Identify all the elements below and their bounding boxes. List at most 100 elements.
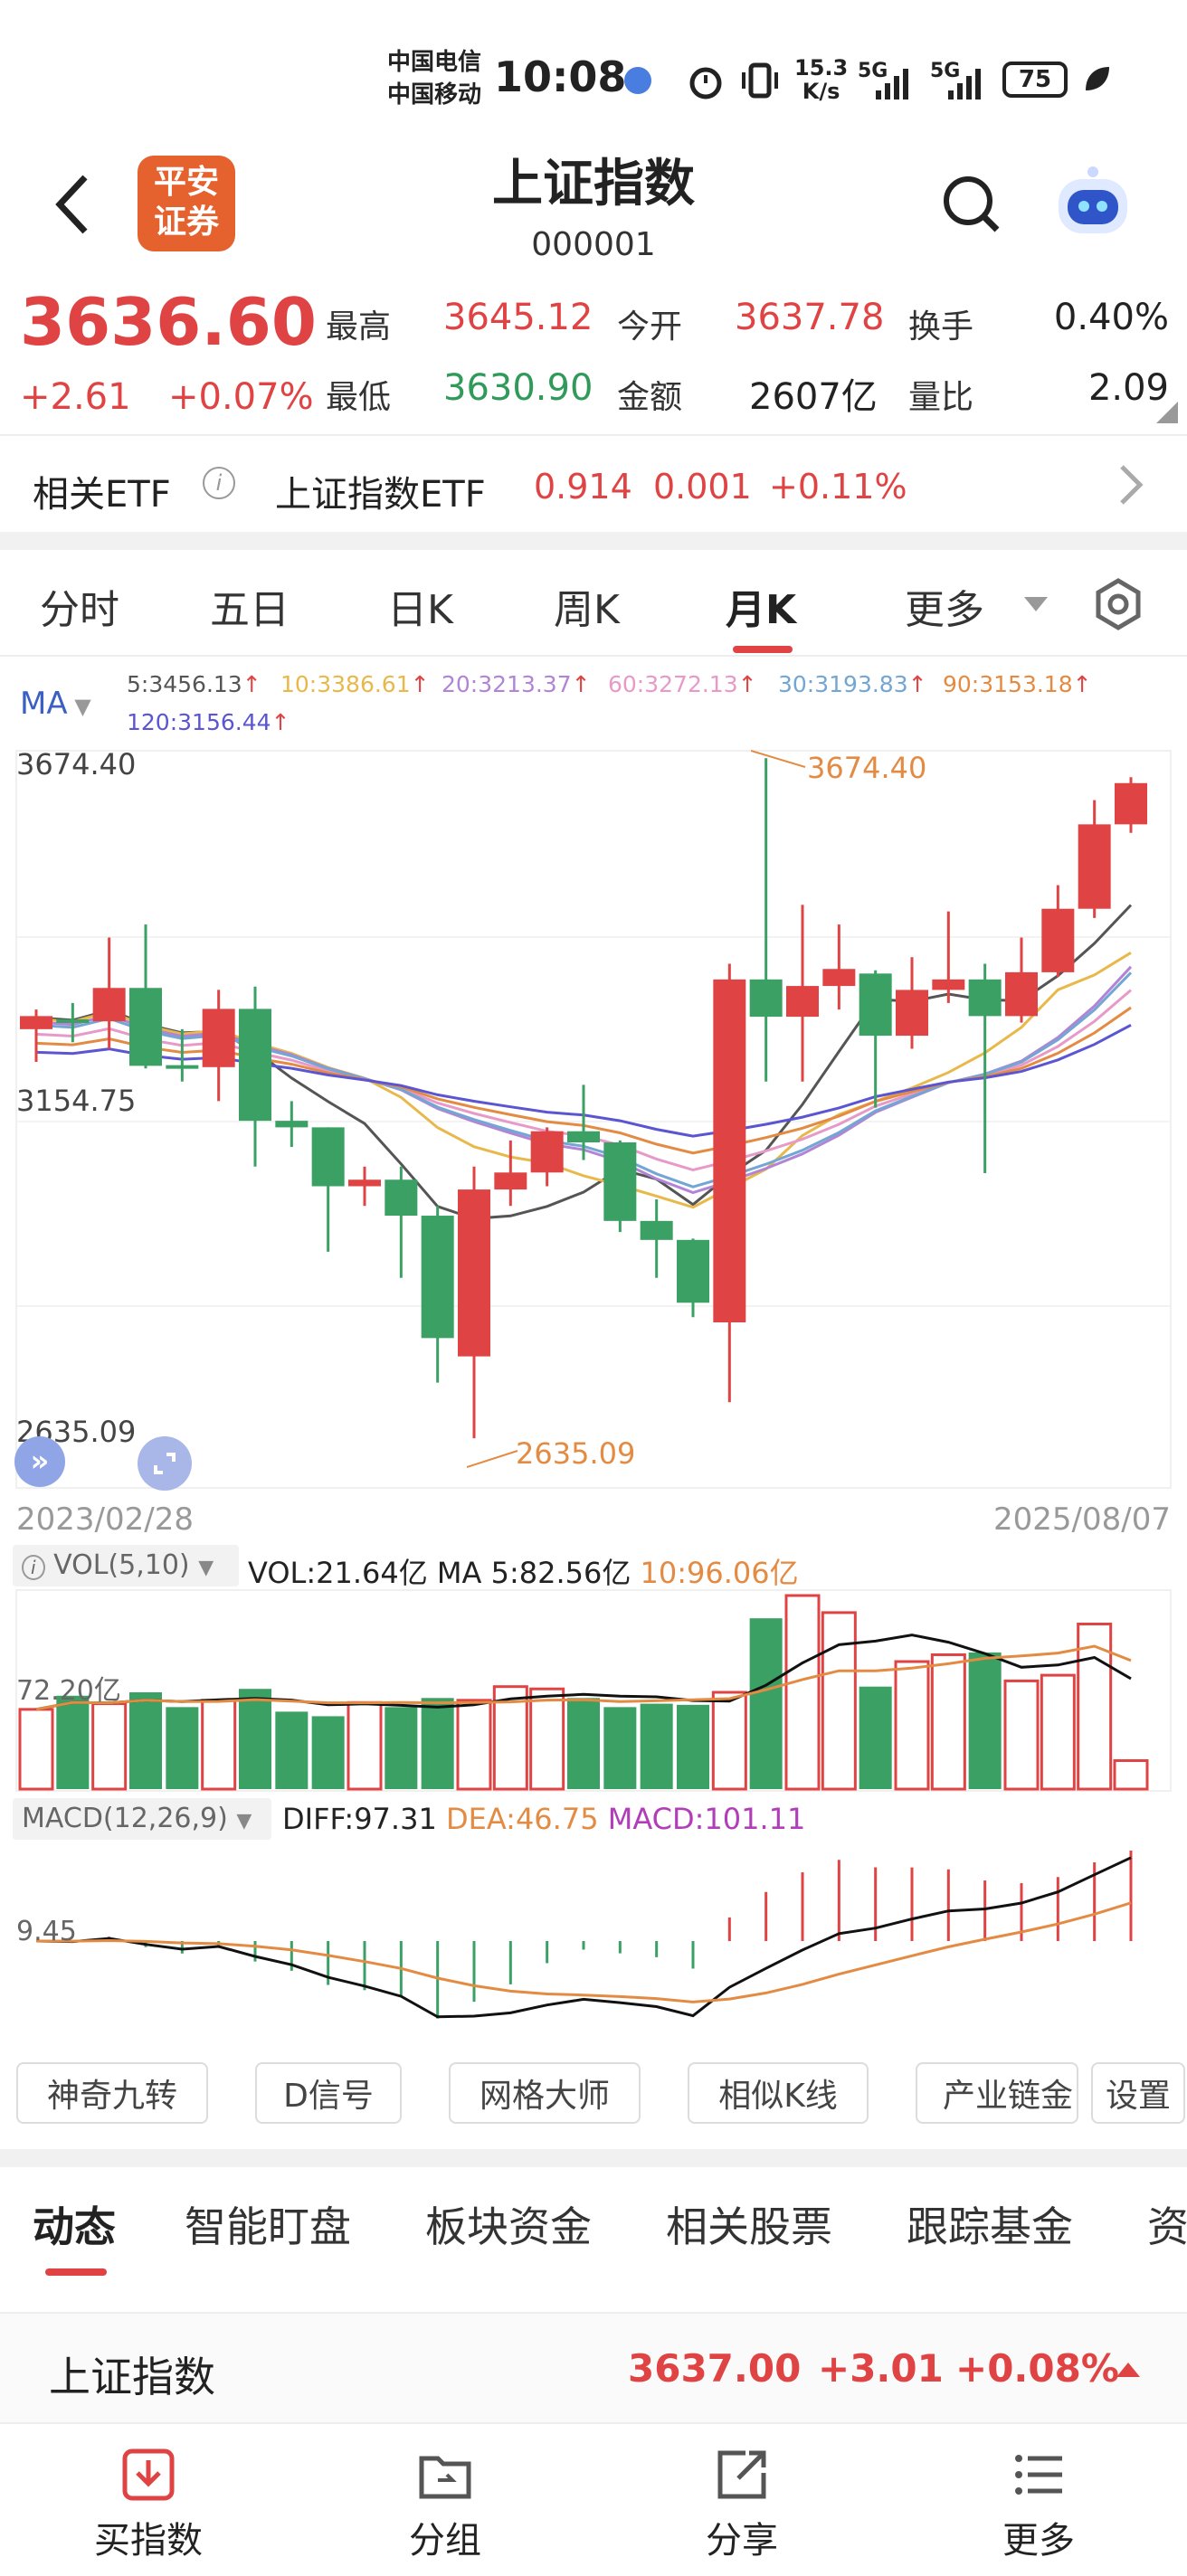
tab-tracking-funds[interactable]: 跟踪基金 (907, 2202, 1073, 2251)
tab-intraday[interactable]: 分时 (40, 587, 119, 633)
max-marker-line (751, 750, 806, 768)
candle[interactable] (1041, 908, 1075, 972)
macd-indicator-select[interactable]: MACD(12,26,9) ▼ (13, 1798, 271, 1840)
volume-bar (640, 1703, 673, 1789)
volume-bar (201, 1699, 237, 1791)
candle[interactable] (494, 1172, 527, 1190)
current-price: 3636.60 (20, 284, 317, 360)
ma60-legend: 60:3272.13↑ (608, 671, 757, 697)
volume-bar (930, 1653, 966, 1791)
related-etf-row[interactable]: 相关ETF i 上证指数ETF 0.914 0.001 +0.11% (0, 438, 1187, 532)
volume-bar (1077, 1622, 1113, 1791)
search-icon[interactable] (941, 174, 1004, 237)
tool-d-signal[interactable]: D信号 (255, 2062, 402, 2124)
section-gap (0, 2149, 1187, 2167)
etf-change-pct: +0.11% (769, 467, 907, 507)
volume-bar (749, 1618, 783, 1789)
tool-magic-nine[interactable]: 神奇九转 (16, 2062, 208, 2124)
tool-grid-master[interactable]: 网格大师 (449, 2062, 641, 2124)
candle[interactable] (202, 1009, 235, 1067)
tab-more-cut[interactable]: 资 (1147, 2202, 1187, 2251)
volume-chart[interactable] (0, 1588, 1187, 1793)
volume-bar (677, 1704, 709, 1789)
fullscreen-button[interactable] (138, 1436, 192, 1491)
back-icon[interactable] (45, 168, 100, 241)
ai-assistant-icon[interactable] (1049, 163, 1136, 244)
high-label: 最高 (326, 308, 392, 346)
candle[interactable] (530, 1131, 564, 1173)
nav-group[interactable]: 分组 (355, 2446, 536, 2563)
turnover-value: 0.40% (1053, 297, 1169, 338)
candle[interactable] (786, 986, 819, 1018)
gear-icon[interactable] (1091, 577, 1145, 631)
macd-chart[interactable] (0, 1842, 1187, 2059)
open-value: 3637.78 (735, 297, 885, 338)
candle[interactable] (640, 1220, 673, 1240)
candle[interactable] (567, 1131, 600, 1143)
tab-related-stocks[interactable]: 相关股票 (666, 2202, 832, 2251)
tab-weekly-k[interactable]: 周K (554, 587, 620, 633)
candle[interactable] (20, 1016, 52, 1029)
candle[interactable] (968, 979, 1002, 1017)
volume-indicator-select[interactable]: i VOL(5,10) ▼ (13, 1545, 239, 1586)
candle[interactable] (713, 979, 746, 1322)
etf-change: 0.001 (653, 467, 752, 507)
max-price-marker: 3674.40 (807, 751, 927, 785)
candle[interactable] (1005, 971, 1038, 1017)
price-change-pct: +0.07% (168, 376, 314, 418)
candle[interactable] (275, 1121, 309, 1128)
volume-bar (1113, 1759, 1149, 1791)
volume-bar (784, 1594, 821, 1791)
candle[interactable] (129, 988, 162, 1066)
candle[interactable] (859, 973, 892, 1037)
candle[interactable] (239, 1009, 271, 1122)
divider (0, 2422, 1187, 2424)
chevron-right-icon (1120, 465, 1144, 505)
expand-left-button[interactable]: » (14, 1436, 65, 1487)
candle[interactable] (421, 1216, 454, 1339)
volume-bar (968, 1652, 1002, 1789)
nav-more[interactable]: 更多 (948, 2446, 1129, 2563)
candle[interactable] (166, 1065, 199, 1069)
nav-share[interactable]: 分享 (651, 2446, 832, 2563)
tool-settings[interactable]: 设置 (1091, 2062, 1185, 2124)
tab-daily-k[interactable]: 日K (387, 587, 453, 633)
caret-up-icon (1116, 2363, 1140, 2377)
candle[interactable] (896, 990, 928, 1037)
candle[interactable] (458, 1189, 490, 1357)
tool-industry-chain[interactable]: 产业链金 (916, 2062, 1078, 2124)
tool-similar-k[interactable]: 相似K线 (688, 2062, 869, 2124)
tab-sector-funds[interactable]: 板块资金 (425, 2202, 592, 2251)
candle[interactable] (56, 1018, 90, 1023)
ma-toggle[interactable]: MA ▼ (20, 686, 91, 722)
macd-readout: DIFF:97.31 DEA:46.75 MACD:101.11 (282, 1802, 806, 1836)
nav-buy-index[interactable]: 买指数 (58, 2446, 239, 2563)
candle[interactable] (749, 979, 783, 1018)
corner-expand-icon (1156, 402, 1178, 423)
candle[interactable] (1078, 824, 1111, 909)
volume-bar (859, 1686, 892, 1789)
signal-label-1: 5G (858, 60, 888, 82)
candle[interactable] (348, 1179, 381, 1187)
signal-icon-1 (876, 69, 908, 99)
info-icon[interactable]: i (203, 467, 235, 499)
nav-group-label: 分组 (409, 2520, 481, 2562)
tab-smart-watch[interactable]: 智能盯盘 (185, 2202, 351, 2251)
candle[interactable] (603, 1142, 637, 1221)
candle[interactable] (822, 969, 856, 987)
tab-monthly-k[interactable]: 月K (726, 587, 797, 633)
candle[interactable] (311, 1127, 345, 1187)
tab-five-day[interactable]: 五日 (210, 587, 290, 633)
candle[interactable] (932, 979, 965, 990)
dropdown-caret-icon[interactable] (1022, 595, 1049, 613)
volume-bar (421, 1698, 454, 1789)
candle[interactable] (1115, 782, 1147, 825)
tab-more[interactable]: 更多 (905, 587, 984, 633)
min-marker-line (467, 1450, 518, 1468)
kline-chart[interactable] (0, 742, 1187, 1492)
candle[interactable] (385, 1179, 418, 1217)
index-ticker-row[interactable]: 上证指数 3637.00 +3.01 +0.08% (0, 2314, 1187, 2422)
tab-news[interactable]: 动态 (33, 2202, 116, 2251)
candle[interactable] (92, 988, 126, 1022)
candle[interactable] (677, 1239, 709, 1303)
